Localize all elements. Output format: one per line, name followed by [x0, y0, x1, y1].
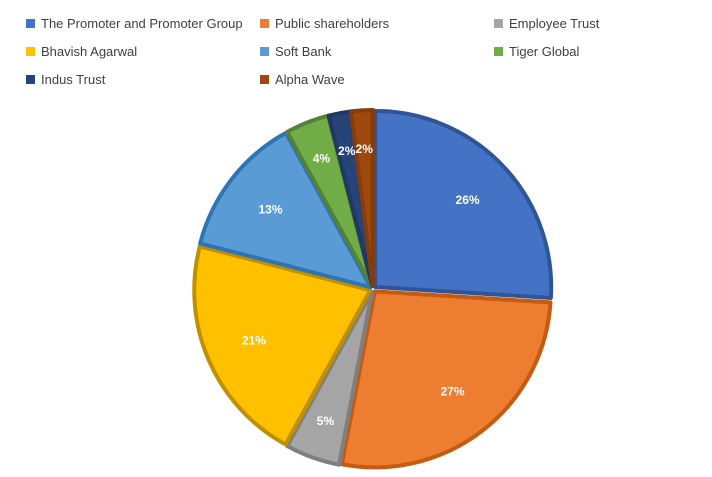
legend-item: Public shareholders: [260, 14, 494, 32]
pie-slices: [192, 108, 554, 470]
legend-swatch: [26, 46, 35, 56]
legend-item: Soft Bank: [260, 42, 494, 60]
slice-label: 13%: [258, 202, 282, 216]
pie-labels: 26% 27% 5% 21% 13% 4% 2% 2%: [242, 142, 480, 428]
legend-swatch: [260, 18, 269, 28]
legend-label: Employee Trust: [509, 15, 600, 31]
legend-label: Soft Bank: [275, 43, 332, 59]
legend-item: The Promoter and Promoter Group: [26, 14, 260, 32]
slice-label: 27%: [440, 384, 464, 398]
slice-label: 2%: [356, 142, 374, 156]
slice-label: 4%: [313, 152, 331, 166]
pie-slice: [348, 108, 375, 289]
legend-label: Public shareholders: [275, 15, 390, 31]
legend-swatch: [260, 46, 269, 56]
legend: The Promoter and Promoter Group Public sh…: [26, 14, 706, 88]
legend-item: Tiger Global: [494, 42, 706, 60]
pie-slice: [192, 244, 373, 447]
legend-item: Employee Trust: [494, 14, 706, 32]
pie-slice: [198, 130, 373, 290]
legend-label: Alpha Wave: [275, 71, 345, 87]
slice-label: 21%: [242, 334, 266, 348]
legend-item: Indus Trust: [26, 70, 260, 88]
slice-label: 26%: [456, 193, 480, 207]
legend-swatch: [494, 18, 503, 28]
legend-item: Bhavish Agarwal: [26, 42, 260, 60]
legend-label: Bhavish Agarwal: [41, 43, 138, 59]
legend-swatch: [26, 74, 35, 84]
legend-swatch: [26, 18, 35, 28]
pie-slice: [285, 289, 374, 467]
legend-swatch: [494, 46, 503, 56]
legend-label: The Promoter and Promoter Group: [41, 15, 243, 31]
pie-slice: [339, 289, 553, 470]
slice-label: 5%: [317, 414, 335, 428]
legend-item: Alpha Wave: [260, 70, 494, 88]
legend-label: Tiger Global: [509, 43, 580, 59]
pie-slice: [373, 108, 554, 300]
slice-label: 2%: [338, 144, 356, 158]
legend-label: Indus Trust: [41, 71, 106, 87]
legend-swatch: [260, 74, 269, 84]
